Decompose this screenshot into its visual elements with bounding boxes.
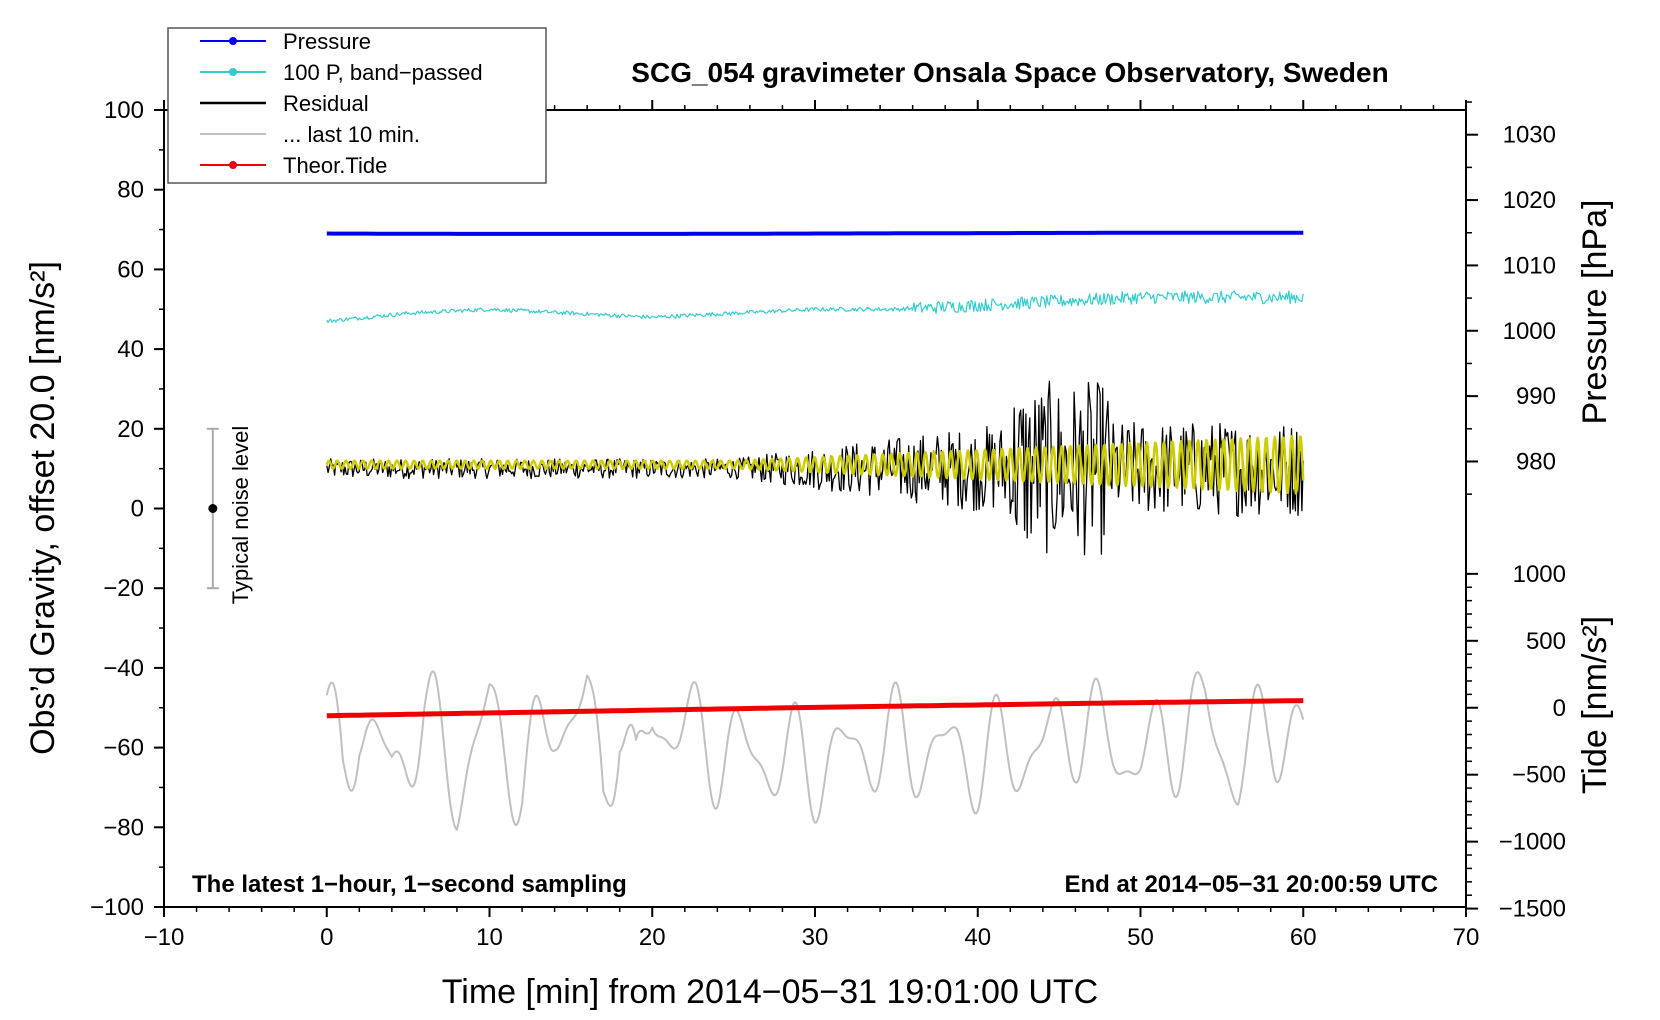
pressure-tick-label: 1000 xyxy=(1503,318,1556,345)
pressure-tick-label: 990 xyxy=(1516,383,1556,410)
pressure-tick-label: 1030 xyxy=(1503,122,1556,149)
y-axis-label-left: Obs’d Gravity, offset 20.0 [nm/s²] xyxy=(24,261,62,755)
series-residual-smoothed xyxy=(325,434,1305,495)
noise-bar xyxy=(206,427,219,590)
tide-tick-label: 500 xyxy=(1526,628,1566,655)
y-axis-label-pressure: Pressure [hPa] xyxy=(1576,200,1614,425)
y-tick-label: −40 xyxy=(103,655,144,682)
legend-label: ... last 10 min. xyxy=(283,122,420,147)
series-band-passed xyxy=(326,290,1304,323)
x-tick-label: 60 xyxy=(1290,924,1317,951)
pressure-tick-label: 980 xyxy=(1516,448,1556,475)
x-tick-label: 0 xyxy=(320,924,333,951)
y-axis-label-tide: Tide [nm/s²] xyxy=(1576,616,1614,794)
series-theor-tide xyxy=(326,698,1304,719)
tide-tick-label: 1000 xyxy=(1513,561,1566,588)
legend: Pressure 100 P, band−passed Residual ... la… xyxy=(167,27,547,184)
tide-tick-label: −1000 xyxy=(1499,829,1566,856)
y-tick-label: −100 xyxy=(90,894,144,921)
legend-marker xyxy=(229,37,237,45)
legend-label: Residual xyxy=(283,91,369,116)
x-tick-label: 20 xyxy=(639,924,666,951)
series-last-10-min xyxy=(325,670,1305,831)
legend-label: Pressure xyxy=(283,29,371,54)
pressure-tick-label: 1020 xyxy=(1503,187,1556,214)
tick-marks xyxy=(154,100,1478,917)
y-tick-label: −80 xyxy=(103,814,144,841)
legend-label: Theor.Tide xyxy=(283,153,387,178)
x-tick-label: 10 xyxy=(476,924,503,951)
tide-tick-label: 0 xyxy=(1553,695,1566,722)
y-tick-label: 100 xyxy=(104,97,144,124)
y-tick-label: −60 xyxy=(103,735,144,762)
y-tick-label: 0 xyxy=(131,496,144,523)
x-tick-label: 50 xyxy=(1127,924,1154,951)
legend-entries: Pressure 100 P, band−passed Residual ... la… xyxy=(200,29,483,178)
annotation-sampling: The latest 1−hour, 1−second sampling xyxy=(192,871,627,898)
noise-bar-center xyxy=(208,504,218,513)
y-tick-label: 80 xyxy=(117,177,144,204)
tick-labels: −10 0 10 20 30 40 50 60 70−100−80−60−40−20020406… xyxy=(90,97,1566,951)
legend-marker xyxy=(229,161,237,169)
plot-frame xyxy=(163,109,1467,908)
legend-box xyxy=(167,27,547,184)
y-tick-label: 40 xyxy=(117,336,144,363)
legend-label: 100 P, band−passed xyxy=(283,60,483,85)
annotation-end-time: End at 2014−05−31 20:00:59 UTC xyxy=(1064,871,1438,898)
series-pressure xyxy=(326,230,1304,236)
tide-tick-label: −1500 xyxy=(1499,896,1566,923)
x-tick-label: 30 xyxy=(802,924,829,951)
series-group xyxy=(325,230,1305,831)
noise-label: Typical noise level xyxy=(228,426,253,605)
x-tick-label: 70 xyxy=(1453,924,1480,951)
tide-tick-label: −500 xyxy=(1512,762,1566,789)
chart-title: SCG_054 gravimeter Onsala Space Observat… xyxy=(631,57,1388,88)
y-tick-label: 20 xyxy=(117,416,144,443)
x-tick-label: 40 xyxy=(964,924,991,951)
x-axis-label: Time [min] from 2014−05−31 19:01:00 UTC xyxy=(442,973,1098,1011)
legend-marker xyxy=(229,68,237,76)
x-tick-label: −10 xyxy=(144,924,185,951)
pressure-tick-label: 1010 xyxy=(1503,252,1556,279)
y-tick-label: −20 xyxy=(103,575,144,602)
y-tick-label: 60 xyxy=(117,256,144,283)
